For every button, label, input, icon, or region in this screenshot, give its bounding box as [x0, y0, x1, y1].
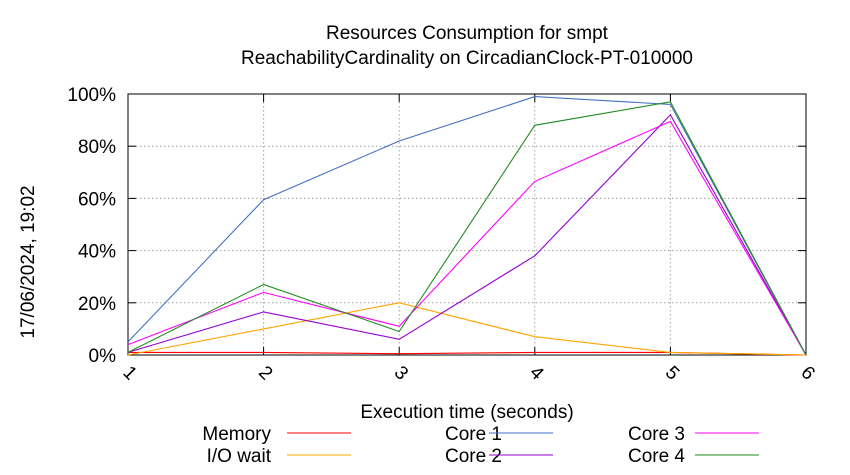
plot-frame	[127, 93, 807, 356]
x-tick-label: 4	[525, 362, 548, 385]
legend-label-core-3: Core 3	[628, 424, 685, 445]
x-tick-label: 2	[254, 362, 276, 384]
legend-label-memory: Memory	[202, 424, 271, 445]
y-tick-label: 80%	[78, 137, 116, 158]
y-tick-label: 0%	[89, 346, 117, 367]
legend-label-core-1: Core 1	[445, 424, 502, 445]
series-line-core-2	[127, 113, 807, 356]
chart-title: Resources Consumption for smpt	[326, 23, 609, 44]
series-group	[127, 96, 807, 356]
y-tick-label: 100%	[67, 85, 116, 106]
x-axis-label: Execution time (seconds)	[360, 402, 573, 423]
series-line-core-4	[127, 101, 807, 356]
x-tick-label: 3	[390, 362, 412, 384]
chart-subtitle: ReachabilityCardinality on CircadianCloc…	[241, 48, 693, 69]
x-tick-label: 1	[118, 362, 140, 384]
x-tick-label: 5	[661, 362, 683, 384]
grid	[128, 94, 806, 355]
x-tick-label: 6	[796, 362, 818, 384]
axes: 0% 20% 40% 60% 80% 100% 1 2 3 4 5 6	[67, 85, 818, 385]
y-tick-label: 40%	[78, 242, 116, 263]
legend-label-core-2: Core 2	[445, 446, 502, 467]
series-line-i-o-wait	[127, 302, 807, 356]
legend-label-core-4: Core 4	[628, 446, 685, 467]
legend-label-i-o-wait: I/O wait	[207, 446, 272, 467]
timestamp: 17/06/2024, 19:02	[18, 185, 39, 338]
y-tick-label: 20%	[78, 294, 116, 315]
y-tick-label: 60%	[78, 189, 116, 210]
series-line-core-1	[127, 96, 807, 356]
series-line-core-3	[127, 120, 807, 356]
